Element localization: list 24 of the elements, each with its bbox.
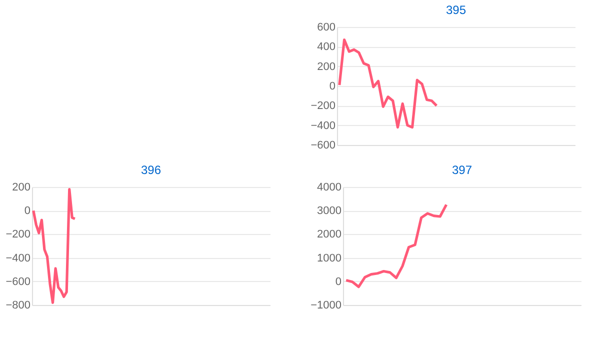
y-tick-label: 1000 xyxy=(317,252,342,264)
y-tick-label: 600 xyxy=(317,22,336,34)
y-tick-label: −600 xyxy=(310,140,336,152)
y-tick-label: 0 xyxy=(335,276,342,288)
y-tick-label: −800 xyxy=(6,300,30,312)
line-series xyxy=(338,38,438,129)
y-tick-label: 2000 xyxy=(317,228,342,241)
y-tick-label: −200 xyxy=(6,228,30,241)
chart-title: 396 xyxy=(140,163,162,177)
y-tick-label: −200 xyxy=(310,100,336,112)
y-tick-label: −400 xyxy=(6,252,30,264)
chart-title: 397 xyxy=(452,163,472,177)
y-tick-label: 4000 xyxy=(317,182,342,194)
y-tick-label: −600 xyxy=(6,276,30,288)
line-series xyxy=(344,203,448,288)
y-tick-label: 200 xyxy=(317,60,336,73)
y-tick-label: 400 xyxy=(317,41,336,54)
y-tick-label: −400 xyxy=(310,120,336,132)
chart-title: 395 xyxy=(446,3,466,17)
y-tick-label: 0 xyxy=(329,80,336,92)
y-tick-label: 0 xyxy=(24,205,30,218)
y-tick-label: 200 xyxy=(12,182,30,194)
y-tick-label: 3000 xyxy=(317,205,342,218)
y-tick-label: −1000 xyxy=(310,300,342,312)
